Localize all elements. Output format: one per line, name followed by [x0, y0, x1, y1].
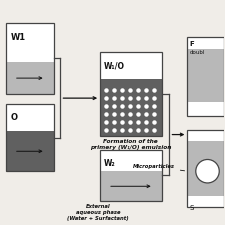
Text: O: O [11, 113, 18, 122]
Bar [100, 150, 162, 201]
Text: S: S [189, 205, 194, 211]
Bar [6, 23, 54, 62]
Bar [187, 130, 224, 207]
Bar [100, 52, 162, 79]
Bar [187, 37, 224, 116]
Bar [6, 104, 54, 171]
Text: doubl: doubl [189, 50, 205, 54]
Bar [6, 23, 54, 94]
Bar [100, 171, 162, 201]
Circle shape [196, 160, 219, 183]
Bar [187, 49, 224, 103]
Text: W₁/O: W₁/O [104, 61, 125, 70]
Bar [100, 79, 162, 136]
Bar [187, 142, 224, 196]
Bar [6, 104, 54, 131]
Text: W₂: W₂ [104, 159, 116, 168]
Bar [187, 37, 224, 49]
Bar [100, 52, 162, 136]
Text: F: F [189, 40, 194, 47]
Text: W1: W1 [11, 33, 26, 42]
Text: External
aqueous phase
(Water + Surfactant): External aqueous phase (Water + Surfacta… [67, 204, 129, 221]
Bar [187, 130, 224, 142]
Bar [6, 62, 54, 94]
Bar [187, 103, 224, 116]
Text: Formation of the
primery (W₁/O) emulsion: Formation of the primery (W₁/O) emulsion [90, 139, 171, 150]
Bar [187, 196, 224, 207]
Text: Microparticles: Microparticles [133, 164, 184, 171]
Bar [100, 150, 162, 171]
Bar [6, 131, 54, 171]
